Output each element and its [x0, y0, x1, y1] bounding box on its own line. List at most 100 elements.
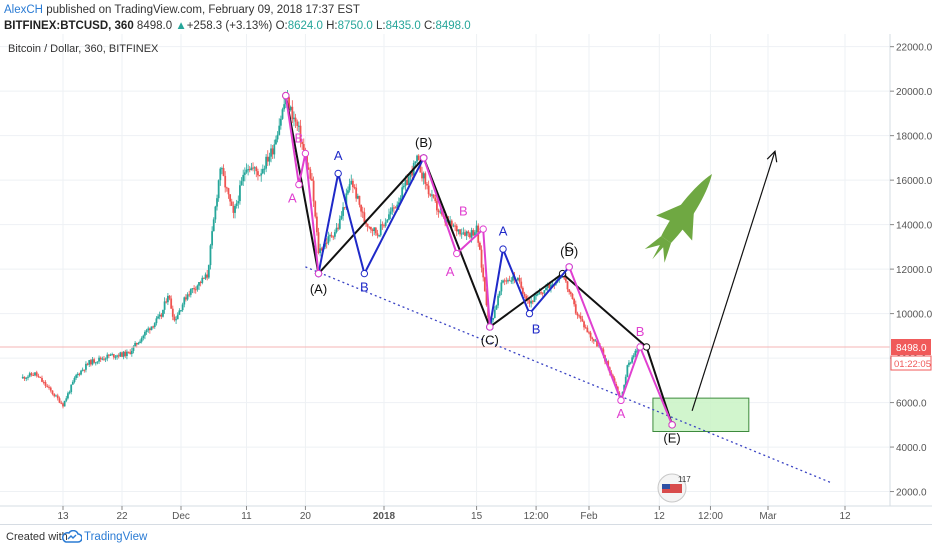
candle-body	[470, 230, 473, 238]
candle-body	[204, 274, 207, 279]
tradingview-brand[interactable]: TradingView	[84, 531, 148, 543]
price-tick-label: 6000.0	[896, 399, 927, 410]
candle-body	[347, 190, 349, 194]
candle-body	[353, 187, 356, 189]
candle-body	[332, 236, 335, 238]
candle-body	[235, 203, 238, 206]
open-label: O:	[275, 20, 288, 32]
candle-body	[465, 231, 468, 236]
candle-body	[42, 381, 45, 383]
candle-body	[242, 174, 245, 182]
candle-body	[278, 125, 281, 135]
candle-body	[76, 373, 79, 376]
candle-body	[294, 117, 297, 122]
candle-body	[271, 148, 274, 155]
candle-body	[55, 395, 57, 397]
candle-body	[227, 188, 230, 195]
candle-body	[252, 167, 254, 169]
wave-label: A	[499, 224, 508, 239]
wave-label: A	[617, 406, 626, 421]
candle-body	[507, 280, 509, 282]
countdown-tag-label: 01:22:05	[894, 359, 931, 370]
candle-body	[634, 350, 637, 356]
candle-body	[171, 308, 174, 317]
price-tick-label: 10000.0	[896, 310, 932, 321]
candle-body	[492, 317, 495, 321]
candle-body	[93, 359, 96, 363]
wave-point	[565, 263, 573, 271]
candle-body	[49, 387, 52, 391]
wave-magenta-first	[284, 95, 320, 274]
wave-point	[314, 269, 323, 278]
candle-body	[426, 183, 428, 186]
candle-body	[360, 204, 362, 212]
candle-body	[393, 207, 395, 209]
author-link[interactable]: AlexCH	[4, 4, 43, 16]
candle-body	[225, 187, 228, 189]
price-tick-label: 4000.0	[896, 443, 927, 454]
candle-body	[281, 109, 284, 119]
candle-body	[632, 355, 635, 358]
candle-body	[371, 229, 374, 232]
candle-body	[335, 227, 338, 233]
candle-body	[107, 354, 110, 356]
candle-body	[505, 280, 508, 282]
candle-body	[343, 207, 346, 209]
price-chart[interactable]: Bitcoin / Dollar, 360, BITFINEX A B (A) A B (B…	[0, 34, 932, 524]
candle-body	[434, 197, 437, 202]
candle-body	[297, 125, 300, 127]
candle-body	[361, 211, 364, 213]
candle-body	[71, 381, 74, 385]
candle-body	[53, 394, 56, 397]
candle-body	[319, 248, 322, 254]
candle-body	[142, 335, 145, 339]
wave-label: (A)	[310, 282, 327, 297]
wave-point	[642, 343, 651, 351]
candle-body	[28, 373, 31, 377]
countdown-tag	[890, 355, 932, 371]
candle-body	[139, 341, 141, 343]
candle-body	[168, 295, 171, 299]
badge-flag	[662, 484, 682, 493]
candle-body	[155, 318, 158, 324]
candle-body	[469, 233, 471, 238]
candle-body	[67, 393, 69, 399]
candle-body	[180, 310, 182, 312]
candle-body	[624, 376, 627, 385]
candle-body	[401, 187, 404, 199]
wave-label: (C)	[481, 333, 499, 348]
candle-body	[311, 178, 313, 181]
tradingview-cloud-icon[interactable]	[62, 530, 82, 544]
candle-body	[345, 193, 348, 208]
candle-body	[427, 185, 430, 195]
change-arrow-icon: ▲	[175, 20, 187, 32]
candle-body	[150, 326, 153, 331]
candle-body	[158, 314, 161, 317]
candle-body	[80, 370, 82, 375]
candle-body	[317, 232, 320, 254]
candle-body	[32, 374, 35, 376]
candle-body	[229, 194, 232, 202]
wave-label: (B)	[415, 135, 432, 150]
candle-body	[366, 223, 369, 227]
grid-lines	[0, 34, 890, 506]
candle-body	[386, 219, 389, 223]
wave-point	[486, 323, 494, 331]
candle-body	[493, 309, 496, 318]
candle-body	[389, 211, 392, 215]
wave-label: A	[288, 190, 297, 205]
wave-point	[453, 249, 461, 258]
candle-body	[116, 355, 118, 357]
candle-body	[628, 362, 630, 366]
candle-body	[457, 229, 460, 232]
rocket-body	[661, 174, 712, 243]
candle-body	[203, 277, 205, 279]
candle-body	[257, 171, 259, 176]
candle-body	[101, 358, 104, 360]
candle-body	[291, 106, 294, 120]
candle-body	[273, 144, 276, 155]
chart-title: Bitcoin / Dollar, 360, BITFINEX	[8, 43, 159, 55]
candle-body	[475, 225, 478, 233]
candle-body	[111, 354, 114, 356]
price-axis: 2000.04000.06000.08000.010000.012000.014…	[890, 43, 932, 499]
